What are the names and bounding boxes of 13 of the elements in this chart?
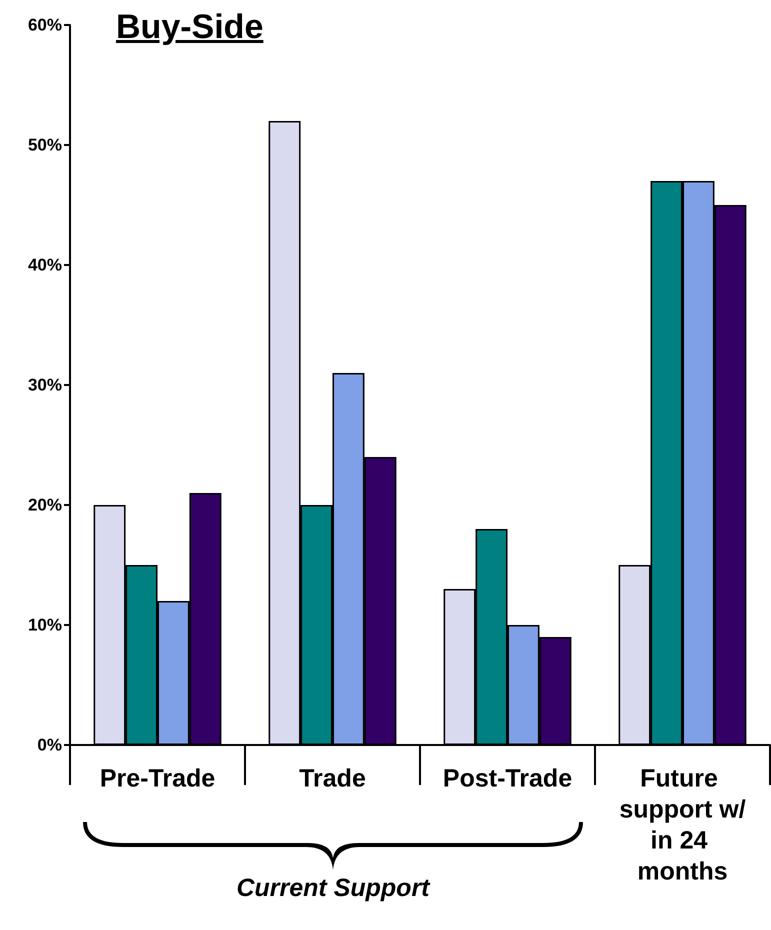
x-tick-label: Post-Trade (442, 764, 572, 792)
text: Current Support (235, 874, 432, 903)
y-tick-label: 0% (37, 736, 62, 754)
y-tick-label: 10% (28, 616, 62, 634)
x-tick-label: Pre-Trade (100, 764, 216, 792)
y-tick-label: 30% (28, 376, 62, 394)
x-tick-label: Trade (299, 764, 366, 792)
chart-title: Buy-Side (116, 8, 264, 47)
y-tick-label: 50% (28, 136, 62, 154)
x-tick-label: Future support w/in 24 months (619, 764, 746, 886)
y-tick-label: 60% (28, 16, 62, 34)
y-tick-label: 40% (28, 256, 62, 274)
y-tick-label: 20% (28, 496, 62, 514)
